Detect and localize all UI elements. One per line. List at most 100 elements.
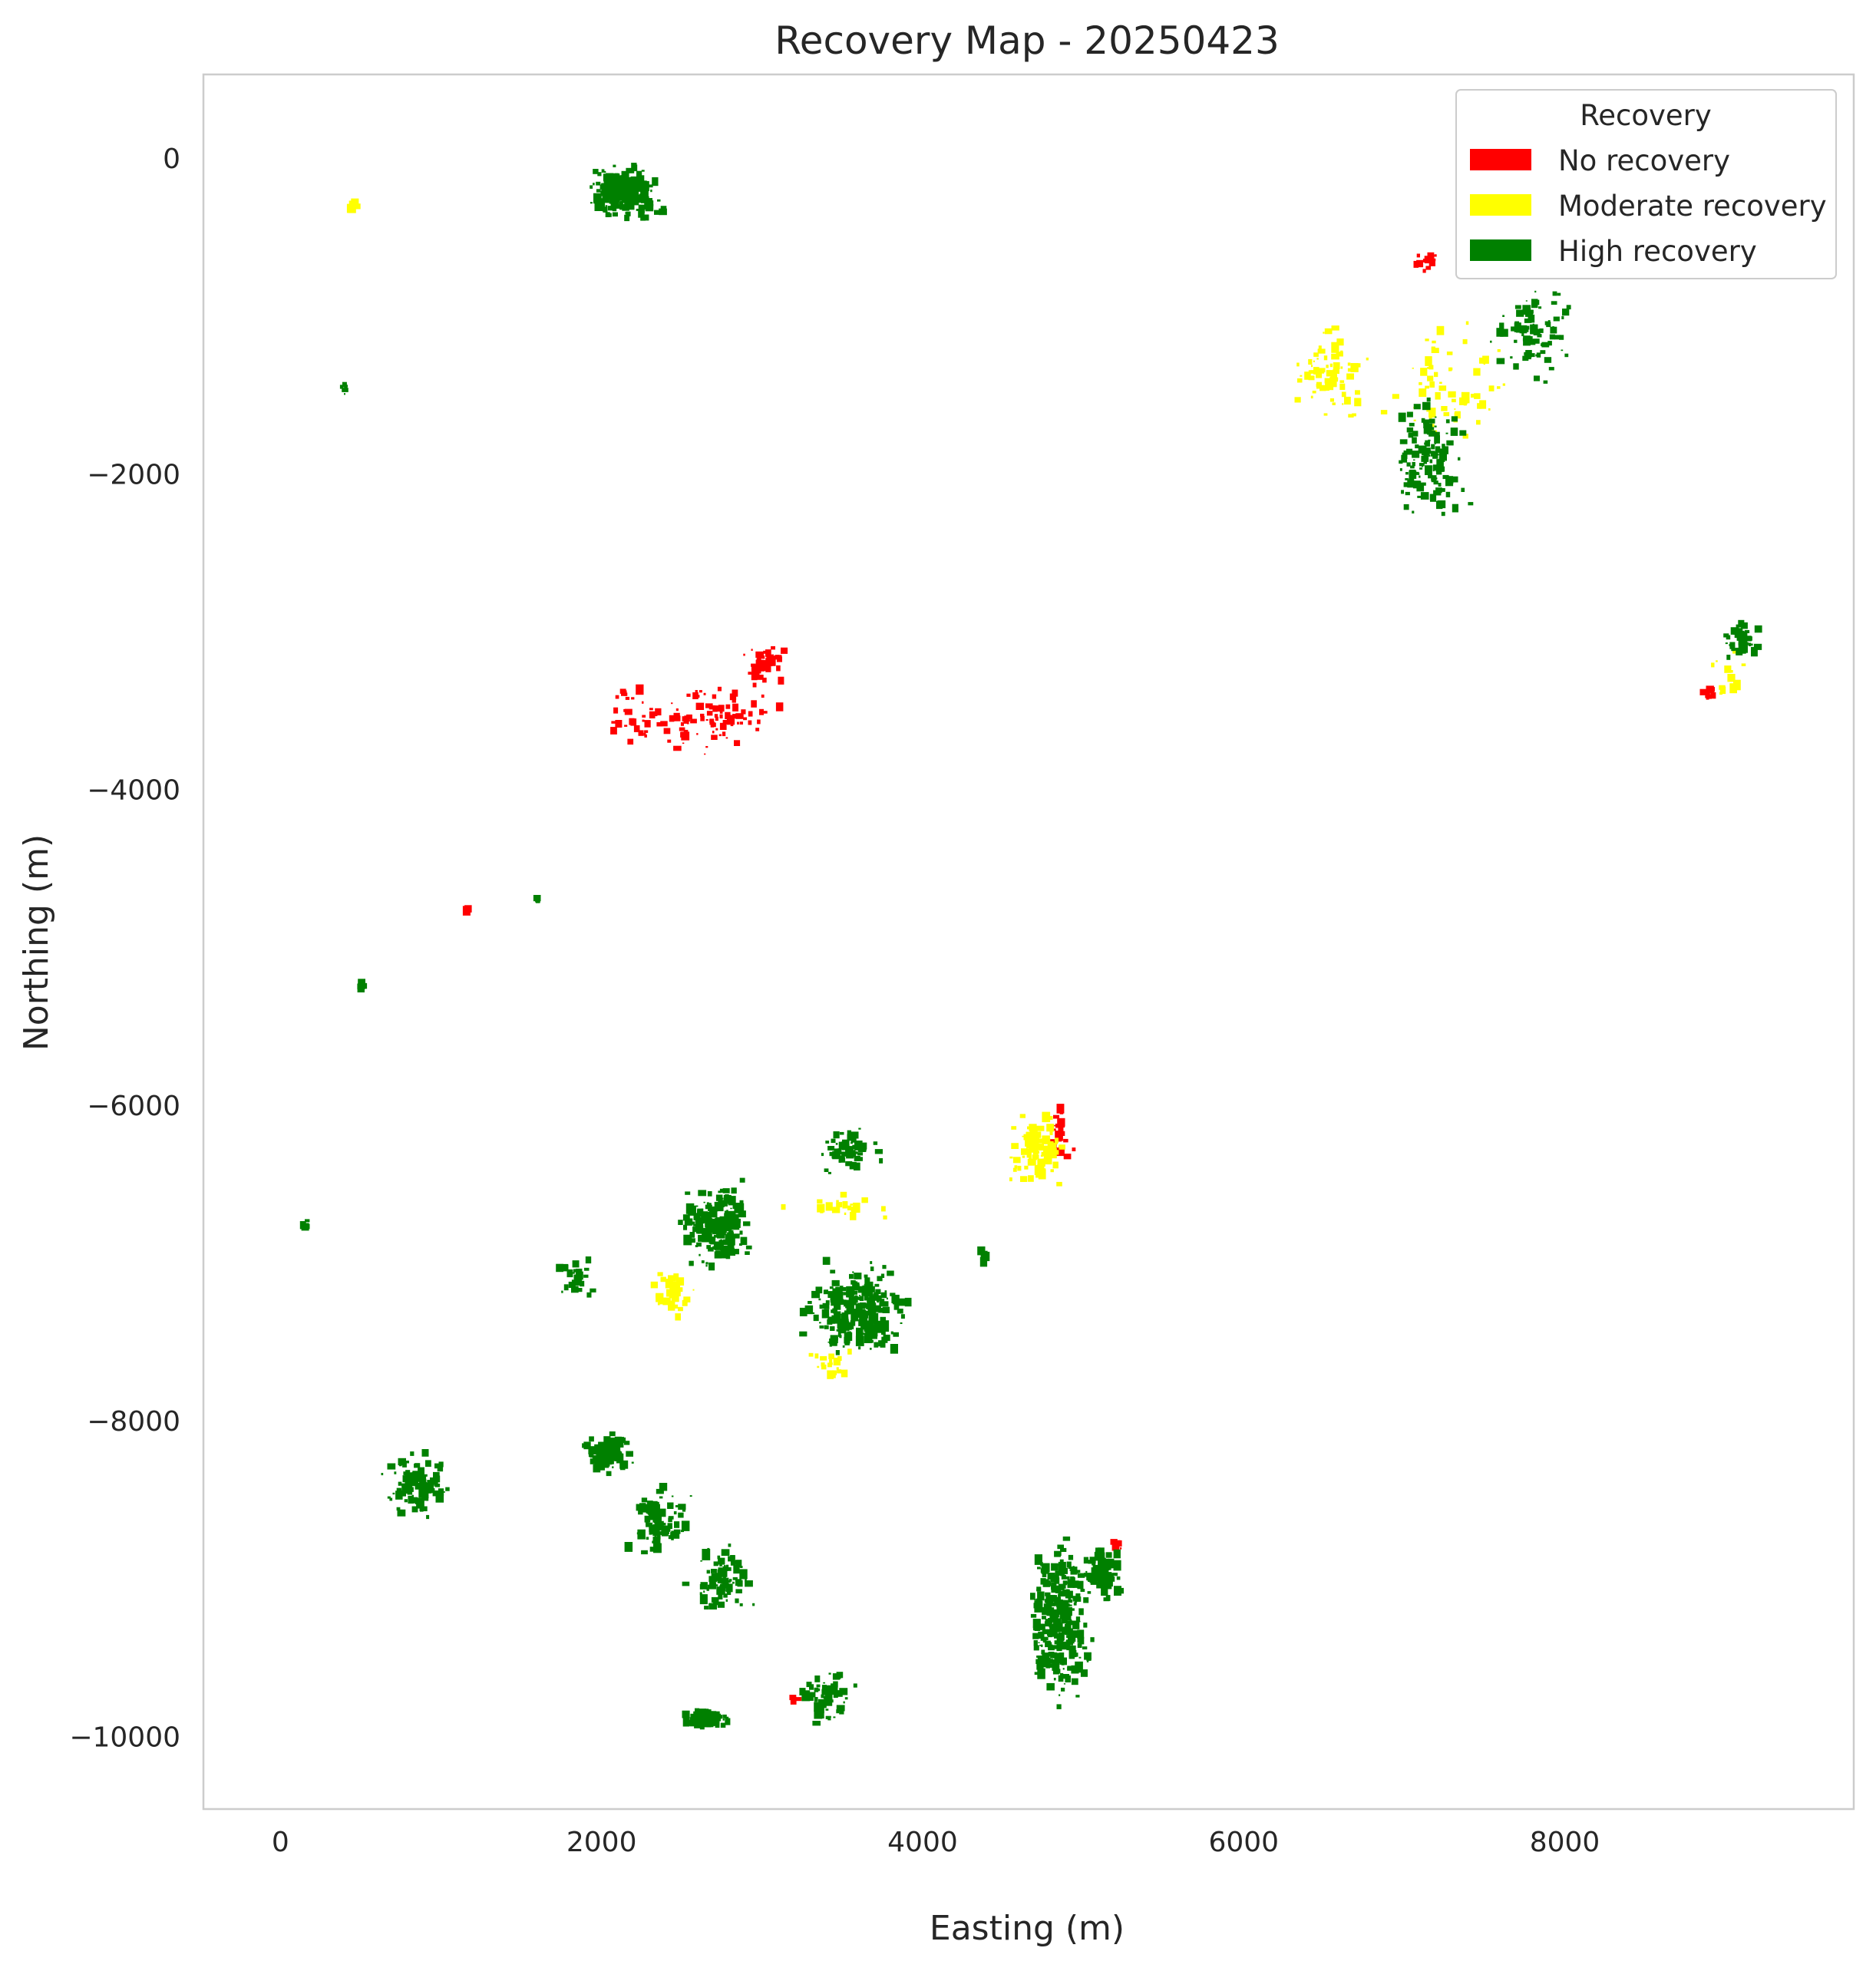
data-point (880, 1316, 886, 1322)
data-point (874, 1283, 880, 1287)
data-point (342, 388, 348, 392)
data-point (1510, 356, 1513, 359)
data-point (1428, 418, 1435, 424)
data-point (1053, 1114, 1059, 1119)
data-point (1061, 1641, 1068, 1650)
data-point (1741, 663, 1746, 666)
data-point (662, 1523, 666, 1526)
data-point (656, 1516, 660, 1520)
data-point (1042, 1145, 1045, 1147)
data-point (1011, 1143, 1019, 1149)
data-point (1725, 642, 1728, 645)
data-point (667, 739, 672, 743)
data-point (721, 1201, 724, 1204)
data-point (725, 1583, 733, 1593)
data-point (823, 1682, 825, 1684)
data-point (1047, 1629, 1052, 1636)
data-point (825, 1715, 830, 1719)
data-point (796, 1697, 802, 1702)
data-point (1065, 1663, 1067, 1666)
data-point (1522, 338, 1528, 342)
data-point (1355, 363, 1361, 368)
data-point (1026, 1151, 1032, 1158)
data-point (1108, 1562, 1116, 1569)
data-point (1422, 269, 1426, 273)
data-point (615, 720, 623, 728)
data-point (675, 1289, 679, 1293)
data-point (1053, 1124, 1056, 1127)
data-point (735, 713, 744, 719)
data-point (1423, 461, 1427, 464)
data-point (709, 1718, 713, 1723)
data-point (1078, 1620, 1081, 1623)
data-point (1739, 630, 1745, 638)
data-point (751, 665, 760, 675)
data-point (1426, 397, 1431, 402)
data-point (1058, 1594, 1061, 1598)
data-point (1012, 1157, 1021, 1164)
x-tick-label: 6000 (1208, 1827, 1279, 1858)
data-point (706, 1202, 709, 1205)
data-point (435, 1492, 444, 1503)
data-point (1311, 365, 1313, 368)
data-point (1540, 350, 1546, 355)
data-point (697, 1227, 703, 1234)
data-point (820, 1355, 827, 1361)
data-point (1054, 1137, 1059, 1143)
data-point (863, 1332, 866, 1335)
data-point (858, 1346, 861, 1350)
data-point (1049, 1659, 1053, 1664)
data-point (854, 1281, 858, 1283)
data-point (732, 1233, 740, 1239)
data-point (761, 694, 765, 698)
data-point (848, 1289, 854, 1295)
data-point (716, 1243, 719, 1247)
data-point (1076, 1571, 1078, 1573)
data-point (725, 1599, 728, 1602)
data-point (1416, 259, 1424, 268)
data-point (1455, 411, 1461, 419)
data-point (1413, 404, 1421, 410)
data-point (862, 1285, 870, 1295)
data-point (717, 1601, 725, 1608)
data-point (723, 1195, 732, 1203)
data-point (1102, 1558, 1110, 1565)
data-point (1050, 1652, 1057, 1659)
data-point (1521, 332, 1524, 336)
data-point (644, 203, 649, 207)
data-point (726, 1210, 735, 1222)
data-point (1446, 440, 1454, 446)
data-point (641, 170, 645, 172)
data-point (1435, 416, 1437, 418)
data-point (1716, 660, 1718, 662)
data-point (722, 1718, 725, 1721)
data-point (1057, 1137, 1062, 1142)
data-point (1066, 1635, 1070, 1638)
data-point (632, 187, 639, 191)
legend-label-no-recovery: No recovery (1558, 144, 1730, 177)
data-point (609, 1431, 616, 1437)
data-point (584, 1267, 590, 1271)
data-point (1061, 1124, 1065, 1128)
data-point (633, 725, 640, 732)
data-point (868, 1286, 875, 1293)
data-point (418, 1467, 424, 1477)
data-point (847, 1329, 850, 1331)
data-point (1078, 1608, 1084, 1616)
data-point (857, 1296, 861, 1300)
data-point (1433, 480, 1438, 485)
data-point (631, 197, 638, 203)
data-point (1058, 1561, 1066, 1573)
data-point (419, 1504, 424, 1508)
data-point (722, 1714, 727, 1718)
data-point (1316, 358, 1319, 360)
data-point (857, 1157, 863, 1161)
data-point (755, 675, 764, 680)
data-point (845, 1146, 854, 1154)
data-point (593, 183, 595, 186)
data-point (781, 1203, 786, 1210)
data-point (387, 1496, 391, 1499)
data-point (831, 1690, 838, 1695)
data-point (597, 1452, 606, 1458)
